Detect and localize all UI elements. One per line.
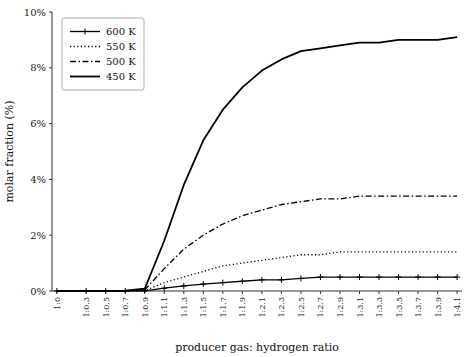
point-marker bbox=[337, 274, 343, 280]
point-marker bbox=[376, 274, 382, 280]
x-tick-label: 1:0.3 bbox=[82, 297, 91, 318]
legend-label: 550 K bbox=[106, 41, 136, 52]
x-tick-label: 1:3.1 bbox=[356, 297, 365, 318]
x-tick bbox=[281, 291, 282, 294]
y-axis-line bbox=[52, 12, 53, 291]
legend-swatch bbox=[70, 61, 100, 62]
plot-area bbox=[54, 37, 460, 293]
x-tick-label: 1:1.5 bbox=[199, 297, 208, 318]
series-line bbox=[57, 196, 457, 291]
point-marker bbox=[220, 280, 226, 286]
x-tick bbox=[457, 291, 458, 294]
x-tick-label: 1:0.5 bbox=[102, 297, 111, 318]
legend-label: 450 K bbox=[106, 71, 136, 82]
y-axis-label: molar fraction (%) bbox=[3, 100, 16, 202]
x-tick-label: 1:3.5 bbox=[395, 297, 404, 318]
x-tick-label: 1:0.9 bbox=[141, 297, 150, 318]
x-tick-label: 1:2.7 bbox=[316, 297, 325, 318]
x-tick bbox=[379, 291, 380, 294]
legend-swatch bbox=[70, 46, 100, 47]
y-tick-label: 6% bbox=[30, 118, 46, 129]
x-tick bbox=[359, 291, 360, 294]
axes: 1:0 1:0.3 1:0.5 1:0.7 1:0.9 1:1.1 1:1.3 1:1.5 1:… bbox=[24, 7, 462, 318]
x-tick bbox=[418, 291, 419, 294]
x-tick-label: 1:2.5 bbox=[297, 297, 306, 318]
y-tick bbox=[49, 123, 52, 124]
x-tick-label: 1:0.7 bbox=[121, 297, 130, 318]
legend-marker bbox=[82, 29, 88, 35]
y-tick-label: 4% bbox=[30, 174, 46, 185]
legend-swatch bbox=[70, 76, 100, 78]
point-marker bbox=[200, 281, 206, 287]
x-tick bbox=[164, 291, 165, 294]
x-tick-label: 1:0 bbox=[53, 297, 62, 310]
x-tick bbox=[242, 291, 243, 294]
x-tick-label: 1:2.1 bbox=[258, 297, 267, 318]
y-tick-label: 2% bbox=[30, 230, 46, 241]
y-tick-label: 10% bbox=[24, 7, 46, 18]
point-marker bbox=[317, 274, 323, 280]
series-line bbox=[57, 277, 457, 291]
legend-box bbox=[62, 18, 144, 90]
legend-label: 500 K bbox=[106, 56, 136, 67]
x-tick-label: 1:1.1 bbox=[160, 297, 169, 318]
x-tick-label: 1:3.9 bbox=[434, 297, 443, 318]
x-axis-label: producer gas: hydrogen ratio bbox=[175, 341, 339, 354]
point-marker bbox=[454, 274, 460, 280]
x-tick bbox=[183, 291, 184, 294]
y-tick bbox=[49, 291, 52, 292]
point-marker bbox=[278, 277, 284, 283]
y-tick-label: 8% bbox=[30, 62, 46, 73]
x-tick bbox=[203, 291, 204, 294]
legend-label: 600 K bbox=[106, 26, 136, 37]
point-marker bbox=[239, 278, 245, 284]
point-marker bbox=[396, 274, 402, 280]
x-tick-label: 1:1.3 bbox=[180, 297, 189, 318]
y-tick bbox=[49, 179, 52, 180]
x-tick bbox=[398, 291, 399, 294]
point-marker bbox=[181, 283, 187, 289]
x-tick bbox=[222, 291, 223, 294]
y-tick-label: 0% bbox=[30, 286, 46, 297]
x-tick-label: 1:4.1 bbox=[453, 297, 462, 318]
point-marker bbox=[161, 285, 167, 291]
x-tick-label: 1:2.3 bbox=[277, 297, 286, 318]
x-tick-label: 1:1.9 bbox=[238, 297, 247, 318]
x-tick bbox=[300, 291, 301, 294]
y-tick bbox=[49, 12, 52, 13]
point-marker bbox=[435, 274, 441, 280]
x-tick-label: 1:2.9 bbox=[336, 297, 345, 318]
x-tick bbox=[320, 291, 321, 294]
series-line bbox=[57, 252, 457, 291]
legend: 600 K 550 K 500 K 450 K bbox=[62, 18, 144, 90]
x-tick-label: 1:3.7 bbox=[414, 297, 423, 318]
series-line bbox=[57, 37, 457, 291]
point-marker bbox=[415, 274, 421, 280]
y-tick bbox=[49, 67, 52, 68]
x-tick-label: 1:3.3 bbox=[375, 297, 384, 318]
x-tick bbox=[437, 291, 438, 294]
x-tick bbox=[261, 291, 262, 294]
x-tick bbox=[339, 291, 340, 294]
point-marker bbox=[357, 274, 363, 280]
x-tick-label: 1:1.7 bbox=[219, 297, 228, 318]
point-marker bbox=[259, 277, 265, 283]
chart: 1:0 1:0.3 1:0.5 1:0.7 1:0.9 1:1.1 1:1.3 1:1.5 1:… bbox=[0, 0, 474, 357]
point-marker bbox=[298, 275, 304, 281]
y-tick bbox=[49, 235, 52, 236]
